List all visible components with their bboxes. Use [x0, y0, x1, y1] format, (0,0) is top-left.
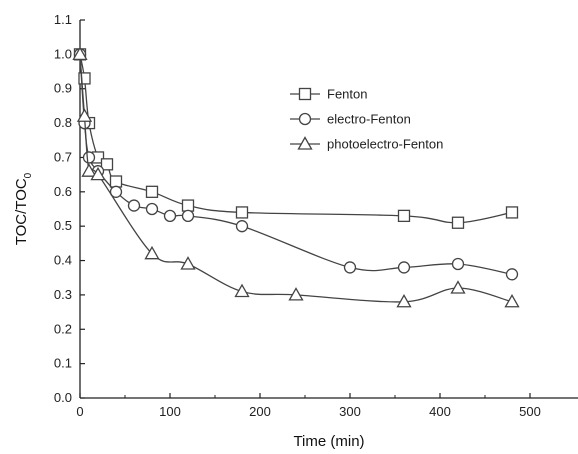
data-point	[82, 151, 96, 164]
y-tick-label: 1.0	[54, 46, 72, 61]
x-tick-label: 500	[519, 404, 541, 419]
legend-label: photoelectro-Fenton	[327, 137, 443, 152]
y-tick-label: 0.3	[54, 287, 72, 302]
data-point	[145, 202, 159, 216]
x-ticks: 0 100 200 300 400 500	[76, 393, 541, 419]
y-tick-label: 0.0	[54, 390, 72, 405]
y-ticks: 0.0 0.1 0.2 0.3 0.4 0.5 0.6 0.7 0.8 0.9 1.0 1.1	[54, 12, 85, 405]
data-point	[235, 220, 249, 233]
data-point	[109, 175, 123, 188]
data-point	[180, 256, 196, 270]
data-point	[76, 108, 93, 122]
series-circle	[73, 48, 519, 281]
x-tick-label: 0	[76, 404, 83, 419]
data-point	[397, 261, 411, 274]
y-tick-label: 1.1	[54, 12, 72, 27]
data-point	[181, 209, 195, 223]
data-point	[127, 199, 141, 212]
data-point	[163, 209, 177, 223]
legend-marker	[298, 112, 312, 126]
data-point	[78, 72, 91, 85]
series-line	[79, 54, 513, 275]
x-tick-label: 100	[159, 404, 181, 419]
data-point	[234, 283, 250, 298]
data-point	[505, 206, 519, 219]
data-point	[72, 46, 88, 61]
x-tick-label: 400	[429, 404, 451, 419]
data-point	[100, 158, 114, 171]
y-tick-label: 0.8	[54, 115, 72, 130]
data-point	[235, 206, 249, 219]
series-layer	[72, 46, 520, 308]
data-point	[144, 245, 160, 260]
y-axis-title-subscript: 0	[23, 172, 34, 178]
x-tick-label: 300	[339, 404, 361, 419]
series-square	[73, 48, 519, 229]
legend-label: Fenton	[327, 87, 367, 102]
series-triangle	[72, 46, 520, 308]
y-tick-label: 0.6	[54, 184, 72, 199]
data-point	[109, 185, 123, 198]
legend-marker	[297, 136, 313, 150]
y-tick-label: 0.4	[54, 253, 72, 268]
data-point	[451, 257, 465, 271]
series-line	[79, 54, 513, 224]
y-tick-label: 0.2	[54, 321, 72, 336]
data-point	[397, 209, 411, 223]
data-point	[343, 261, 357, 274]
legend: Fenton electro-Fenton photoelectro-Fenton	[290, 87, 443, 152]
data-point	[451, 216, 465, 229]
series-line	[79, 54, 513, 303]
data-point	[81, 163, 97, 177]
data-point	[504, 293, 520, 308]
y-tick-label: 0.9	[54, 81, 72, 96]
y-axis-title: TOC/TOC0	[13, 172, 34, 245]
x-tick-label: 200	[249, 404, 271, 419]
data-point	[450, 280, 466, 294]
svg-text:TOC/TOC0: TOC/TOC0	[13, 172, 34, 245]
y-axis-title-main: TOC/TOC	[13, 178, 30, 245]
y-tick-label: 0.5	[54, 218, 72, 233]
data-point	[288, 287, 304, 301]
y-tick-label: 0.7	[54, 149, 72, 164]
data-point	[396, 293, 412, 308]
data-point	[90, 166, 106, 181]
legend-label: electro-Fenton	[327, 112, 411, 127]
legend-marker	[298, 87, 312, 101]
y-tick-label: 0.1	[54, 356, 72, 371]
data-point	[181, 199, 195, 212]
data-point	[145, 185, 159, 198]
x-axis-title: Time (min)	[293, 433, 364, 450]
data-point	[505, 268, 519, 281]
